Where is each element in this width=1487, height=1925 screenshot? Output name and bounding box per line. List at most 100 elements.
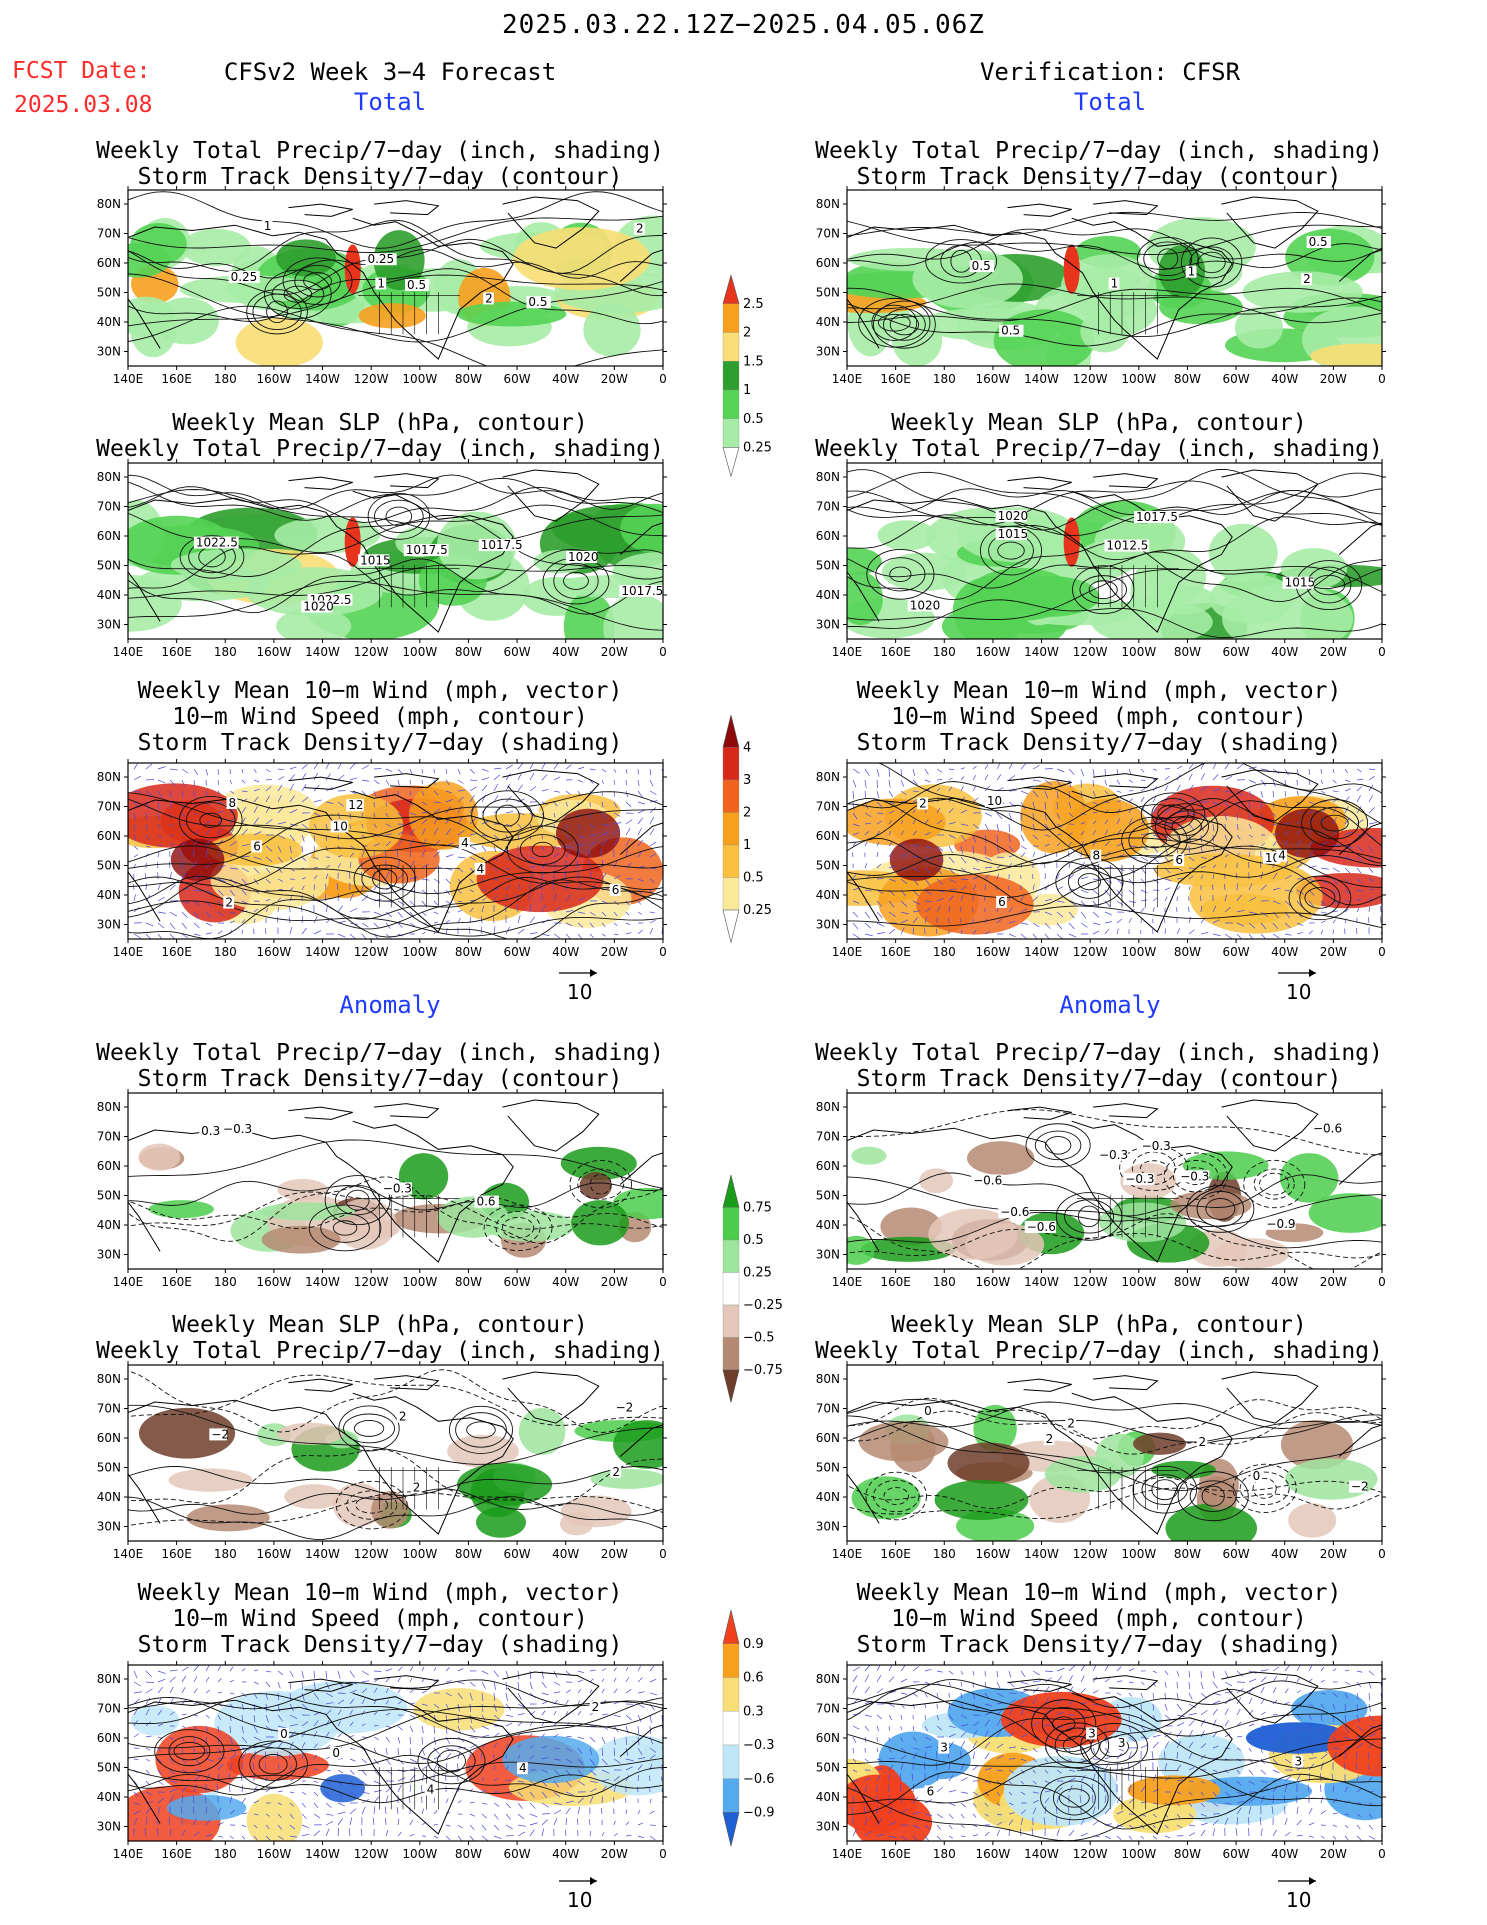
colorbar-precip-anomaly: 0.75 0.5 0.25 −0.25 −0.5 −0.75 — [722, 1174, 783, 1403]
title-verif-total-slp-precip: Weekly Mean SLP (hPa, contour) Weekly Tot… — [799, 410, 1399, 462]
lon-tick-label: 60W — [1223, 645, 1250, 659]
lon-tick-label: 140E — [832, 1847, 863, 1861]
contour-label: 6 — [1175, 853, 1183, 867]
lon-tick-label: 160W — [257, 1275, 292, 1289]
contour-label: −0.3 — [383, 1181, 412, 1195]
lon-tick-label: 140W — [305, 645, 340, 659]
colorbar-segment — [722, 361, 740, 391]
lat-tick-label: 40N — [816, 1218, 840, 1232]
lon-tick-label: 160E — [161, 1847, 192, 1861]
lon-tick-label: 160W — [976, 1847, 1011, 1861]
contour-label: 1020 — [998, 509, 1029, 523]
lon-tick-label: 20W — [601, 1547, 628, 1561]
panel-title-line: Weekly Total Precip/7−day (inch, shading… — [815, 1040, 1383, 1066]
lon-tick-label: 160W — [976, 1275, 1011, 1289]
lon-tick-label: 160E — [161, 1275, 192, 1289]
lat-tick-label: 50N — [97, 859, 121, 873]
contour-label: 4 — [461, 836, 469, 850]
lat-tick-label: 80N — [97, 1100, 121, 1114]
panel-title-line: Weekly Mean 10−m Wind (mph, vector) — [856, 678, 1342, 704]
lon-tick-label: 140E — [832, 372, 863, 386]
lon-tick-label: 60W — [1223, 372, 1250, 386]
colorbar-label: 0.25 — [743, 441, 772, 456]
colorbar-cap — [722, 1369, 740, 1403]
contour-label: 1015 — [1285, 576, 1316, 590]
colorbar-cap — [722, 1609, 740, 1645]
contour-label: −0.6 — [1313, 1122, 1342, 1136]
colorbar-segment — [722, 844, 740, 878]
lon-tick-label: 160E — [880, 1847, 911, 1861]
lon-tick-label: 20W — [601, 645, 628, 659]
lon-tick-label: 140W — [305, 1547, 340, 1561]
lon-tick-label: 180 — [214, 1847, 237, 1861]
contour-label: 1020 — [303, 600, 334, 614]
map-forecast-anom-wind-storm: 0 4 2 0 4 80N 70N 60N 50N 40N 30N 140E 160E 180 160W 14… — [97, 1661, 667, 1861]
lon-tick-label: 80W — [1174, 1275, 1201, 1289]
colorbar-label: 0.25 — [743, 903, 772, 918]
lon-tick-label: 0 — [1378, 1275, 1386, 1289]
lon-tick-label: 140W — [1024, 1847, 1059, 1861]
lat-tick-label: 70N — [816, 500, 840, 514]
lat-tick-label: 70N — [816, 800, 840, 814]
contour-label: 0.5 — [972, 259, 991, 273]
colorbar-label: 0.5 — [743, 1233, 764, 1248]
lon-tick-label: 0 — [659, 645, 667, 659]
lat-tick-label: 60N — [816, 1731, 840, 1745]
lat-tick-label: 50N — [816, 559, 840, 573]
lon-tick-label: 140W — [1024, 1275, 1059, 1289]
lon-tick-label: 60W — [504, 372, 531, 386]
lat-tick-label: 80N — [816, 1672, 840, 1686]
lon-tick-label: 0 — [1378, 1547, 1386, 1561]
lat-tick-label: 80N — [816, 1372, 840, 1386]
contour-label: −0.6 — [973, 1173, 1002, 1187]
lon-tick-label: 140W — [305, 945, 340, 959]
lat-tick-label: 40N — [816, 588, 840, 602]
lon-tick-label: 80W — [1174, 1547, 1201, 1561]
colorbar-label: 4 — [743, 741, 751, 756]
panel-title-line: Weekly Total Precip/7−day (inch, shading… — [815, 138, 1383, 164]
contour-label: 2 — [592, 1700, 600, 1714]
lon-tick-label: 80W — [1174, 372, 1201, 386]
colorbar-label: 0.9 — [743, 1637, 764, 1652]
lat-tick-label: 70N — [816, 1402, 840, 1416]
lon-tick-label: 140W — [305, 1847, 340, 1861]
lat-tick-label: 50N — [97, 1761, 121, 1775]
contour-label: 10 — [987, 794, 1002, 808]
lon-tick-label: 20W — [1320, 1275, 1347, 1289]
colorbar-cap — [722, 447, 740, 478]
contour-label: 1015 — [360, 553, 391, 567]
lon-tick-label: 100W — [1121, 1847, 1156, 1861]
colorbar-label: 0.25 — [743, 1266, 772, 1281]
contour-label: 0 — [1253, 1469, 1261, 1483]
lon-tick-label: 180 — [214, 645, 237, 659]
lon-tick-label: 60W — [504, 1547, 531, 1561]
lon-tick-label: 0 — [659, 945, 667, 959]
lon-tick-label: 140W — [305, 1275, 340, 1289]
lon-tick-label: 100W — [1121, 1547, 1156, 1561]
lon-tick-label: 140W — [1024, 372, 1059, 386]
lon-tick-label: 20W — [1320, 645, 1347, 659]
lat-tick-label: 80N — [816, 470, 840, 484]
lon-tick-label: 0 — [659, 1847, 667, 1861]
contour-label: 2 — [1303, 272, 1311, 286]
contour-label: 1020 — [568, 550, 599, 564]
panel-title-line: Storm Track Density/7−day (contour) — [856, 164, 1342, 190]
colorbar-cap — [722, 1812, 740, 1847]
colorbar-label: 0.6 — [743, 1671, 764, 1686]
colorbar-label: 1 — [743, 838, 751, 853]
contour-label: 0.5 — [528, 295, 547, 309]
lon-tick-label: 80W — [1174, 945, 1201, 959]
lon-tick-label: 80W — [455, 645, 482, 659]
lon-tick-label: 100W — [402, 945, 437, 959]
lon-tick-label: 180 — [214, 1275, 237, 1289]
lat-tick-label: 50N — [816, 859, 840, 873]
lon-tick-label: 100W — [1121, 372, 1156, 386]
lat-tick-label: 60N — [816, 1431, 840, 1445]
contour-label: 6 — [998, 895, 1006, 909]
lon-tick-label: 180 — [933, 945, 956, 959]
lat-tick-label: 50N — [816, 1189, 840, 1203]
panel-title-line: Storm Track Density/7−day (contour) — [856, 1066, 1342, 1092]
panel-title-line: Weekly Total Precip/7−day (inch, shading… — [815, 436, 1383, 462]
lat-tick-label: 40N — [97, 1790, 121, 1804]
